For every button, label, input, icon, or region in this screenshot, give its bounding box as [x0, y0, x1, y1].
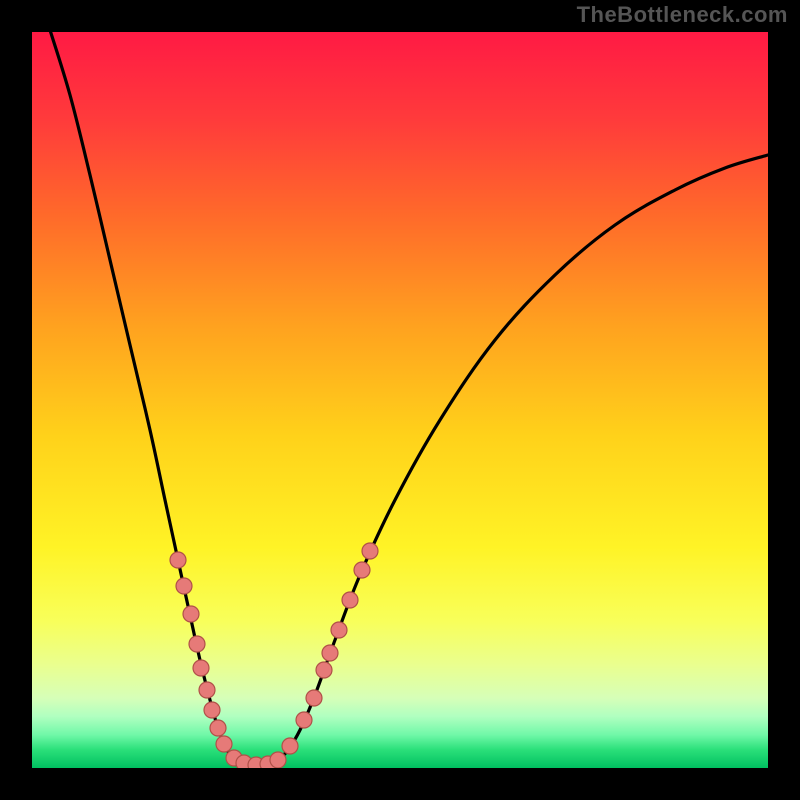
data-marker — [270, 752, 286, 768]
data-marker — [199, 682, 215, 698]
data-marker — [354, 562, 370, 578]
data-marker — [362, 543, 378, 559]
data-marker — [216, 736, 232, 752]
data-marker — [306, 690, 322, 706]
watermark-text: TheBottleneck.com — [577, 2, 788, 28]
chart-canvas: TheBottleneck.com — [0, 0, 800, 800]
bottleneck-chart-svg — [0, 0, 800, 800]
data-marker — [331, 622, 347, 638]
data-marker — [193, 660, 209, 676]
data-marker — [316, 662, 332, 678]
data-marker — [296, 712, 312, 728]
data-marker — [189, 636, 205, 652]
data-marker — [282, 738, 298, 754]
data-marker — [342, 592, 358, 608]
data-marker — [204, 702, 220, 718]
data-marker — [322, 645, 338, 661]
data-marker — [183, 606, 199, 622]
data-marker — [210, 720, 226, 736]
data-marker — [176, 578, 192, 594]
data-marker — [170, 552, 186, 568]
